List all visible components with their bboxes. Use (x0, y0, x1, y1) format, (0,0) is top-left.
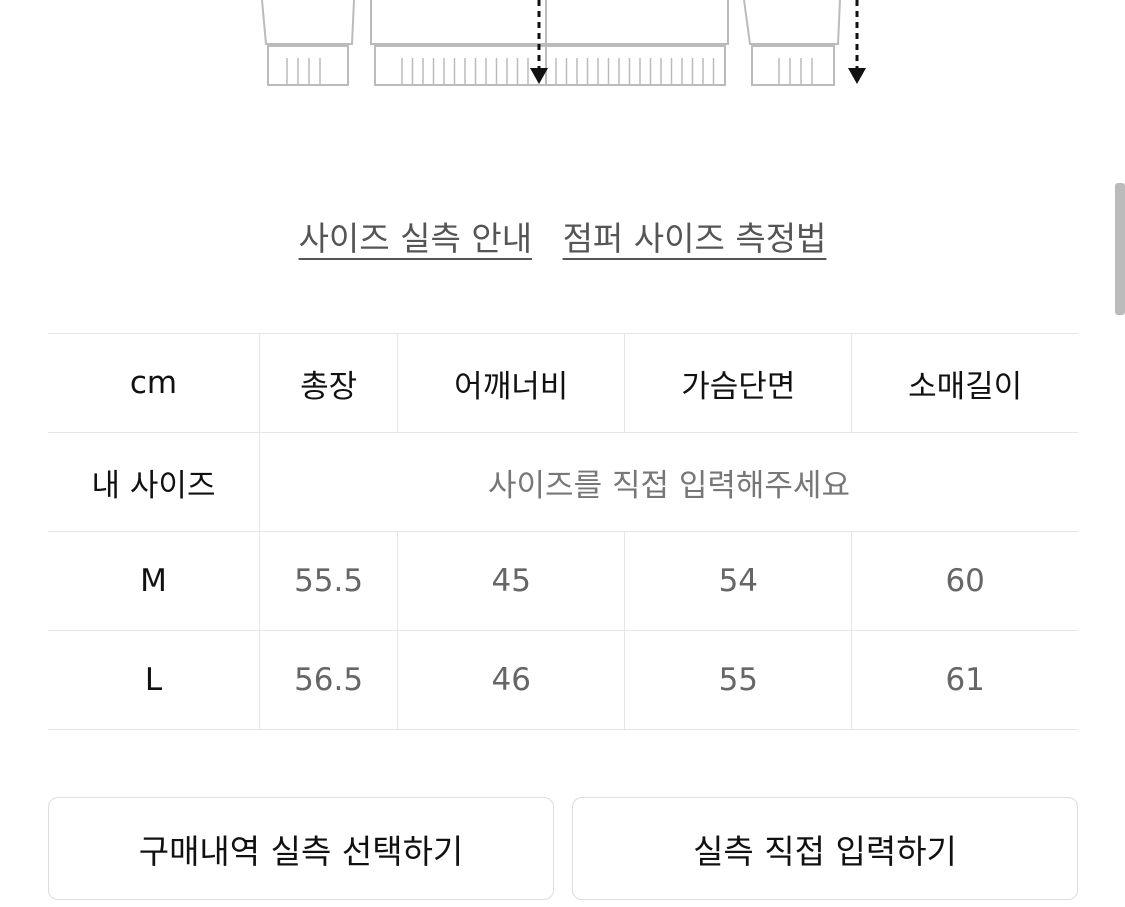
size-label: L (48, 630, 260, 730)
table-row: M 55.5 45 54 60 (48, 531, 1078, 631)
table-cell: 46 (397, 630, 625, 730)
table-row: L 56.5 46 55 61 (48, 630, 1078, 730)
header-cell: 소매길이 (851, 333, 1078, 433)
size-guide-link[interactable]: 사이즈 실측 안내 (298, 219, 533, 258)
header-cell: 총장 (258, 333, 398, 433)
header-cell: cm (48, 333, 260, 433)
scrollbar[interactable] (1115, 183, 1125, 315)
table-cell: 61 (851, 630, 1078, 730)
table-cell: 55.5 (258, 531, 398, 631)
size-label: M (48, 531, 260, 631)
manual-input-button[interactable]: 실측 직접 입력하기 (572, 797, 1078, 900)
table-header-row: cm 총장 어깨너비 가슴단면 소매길이 (48, 333, 1078, 433)
size-table: cm 총장 어깨너비 가슴단면 소매길이 내 사이즈 사이즈를 직접 입력해주세… (48, 333, 1078, 730)
size-links: 사이즈 실측 안내 점퍼 사이즈 측정법 (0, 212, 1125, 260)
my-size-row[interactable]: 내 사이즈 사이즈를 직접 입력해주세요 (48, 432, 1078, 532)
purchase-history-button[interactable]: 구매내역 실측 선택하기 (48, 797, 554, 900)
jumper-measure-link[interactable]: 점퍼 사이즈 측정법 (562, 219, 827, 258)
header-cell: 가슴단면 (624, 333, 852, 433)
my-size-input[interactable]: 사이즈를 직접 입력해주세요 (259, 432, 1078, 532)
my-size-label: 내 사이즈 (48, 432, 260, 532)
table-cell: 55 (624, 630, 852, 730)
table-cell: 60 (851, 531, 1078, 631)
table-cell: 45 (397, 531, 625, 631)
jumper-illustration (261, 0, 866, 86)
header-cell: 어깨너비 (397, 333, 625, 433)
table-cell: 56.5 (258, 630, 398, 730)
table-cell: 54 (624, 531, 852, 631)
